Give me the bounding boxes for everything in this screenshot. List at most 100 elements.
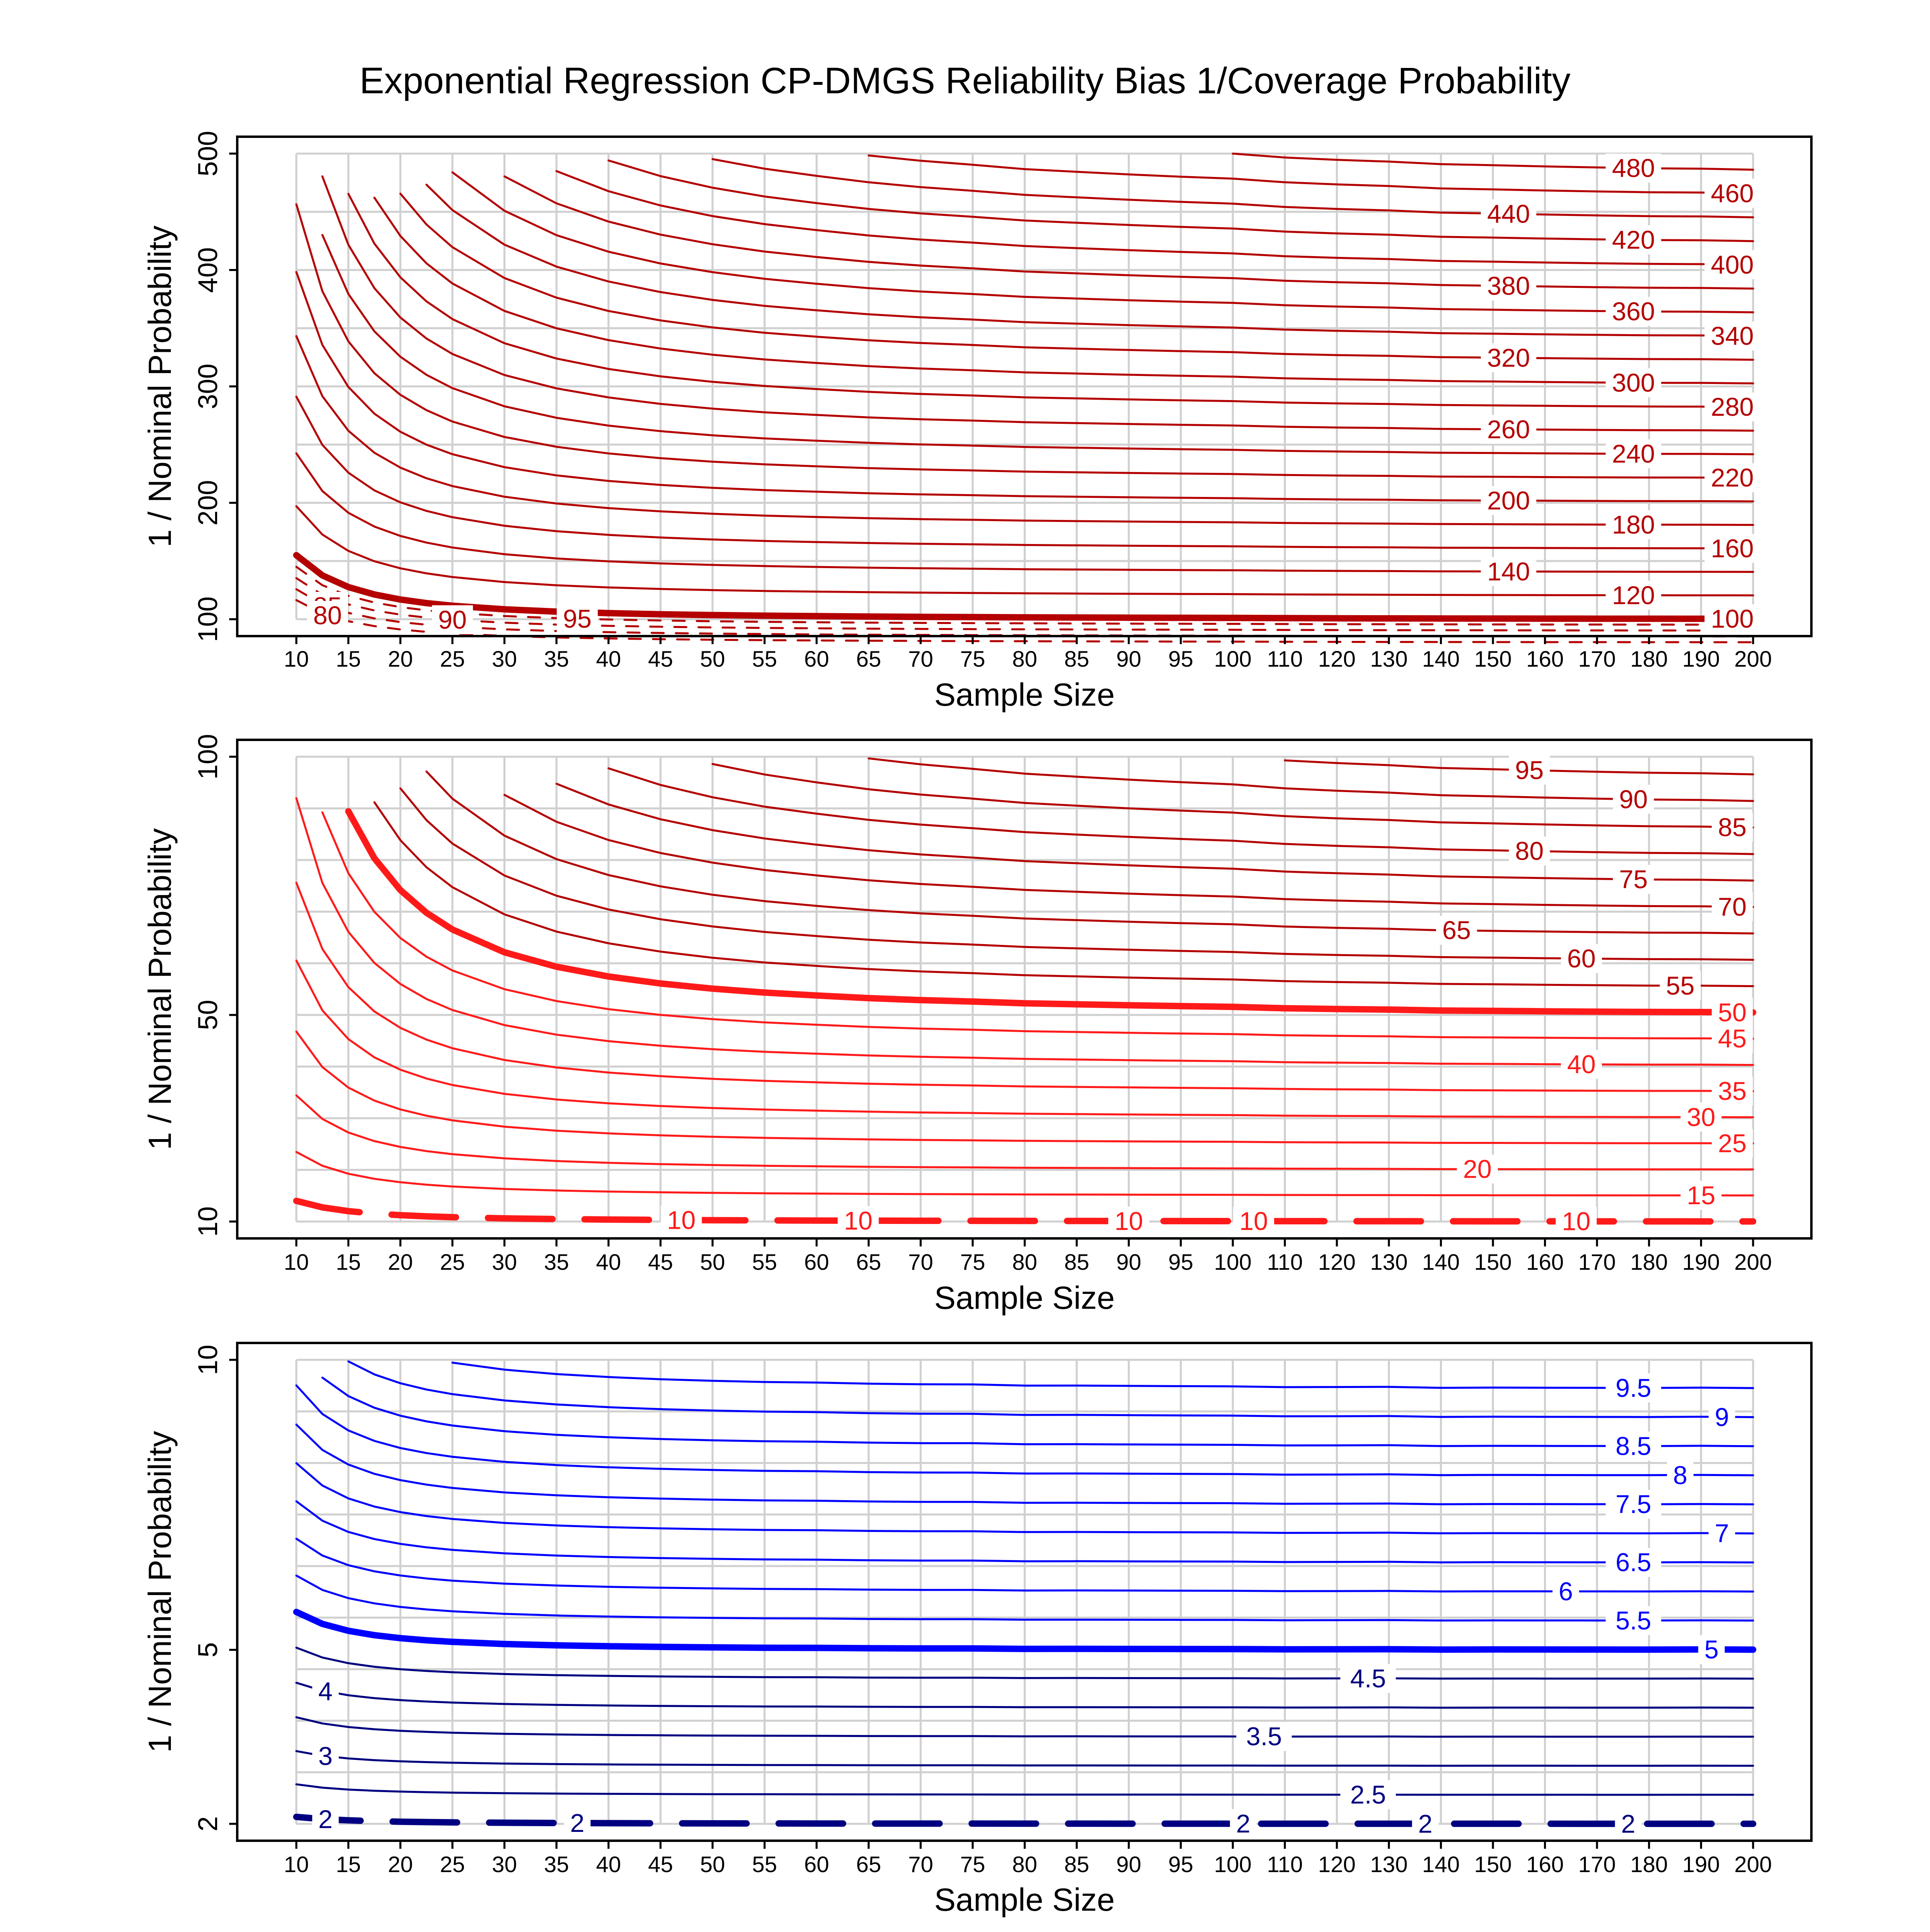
- contour-label-background: [1509, 836, 1550, 866]
- contour-label: 10: [844, 1206, 873, 1235]
- x-axis: 10 15 20 25 30 35 40 45 50 55 60 65 70 75 80 85 90 95 100 1…: [284, 636, 1772, 712]
- contour-label: 8: [1673, 1461, 1688, 1490]
- contour-label-background: [1340, 1664, 1396, 1693]
- contour-label: 95: [563, 604, 591, 633]
- contour-line-7.5: [295, 1423, 1754, 1505]
- contour-label-background: [1698, 1635, 1725, 1664]
- x-tick-label: 75: [960, 1852, 985, 1877]
- contour-line-360: [451, 171, 1754, 314]
- x-tick-label: 55: [752, 646, 777, 671]
- contour-label-background: [838, 1206, 879, 1235]
- contour-label: 340: [1711, 321, 1754, 350]
- chart-title: Exponential Regression CP-DMGS Reliabili…: [359, 60, 1571, 101]
- contour-line-180: [295, 335, 1754, 526]
- x-tick-label: 190: [1682, 646, 1720, 671]
- contour-label: 7.5: [1616, 1490, 1651, 1519]
- contour-label: 40: [1567, 1050, 1595, 1079]
- contour-label-background: [1606, 1606, 1661, 1635]
- y-axis-title: 1 / Nominal Probability: [142, 828, 178, 1150]
- contour-label: 2: [1621, 1809, 1636, 1838]
- contour-label-background: [1613, 864, 1654, 894]
- x-tick-label: 160: [1526, 646, 1564, 671]
- contour-label: 2: [570, 1809, 585, 1838]
- contour-label: 260: [1487, 415, 1530, 444]
- contour-labels: 480 460 440 420 400 380 360 340 320 300 280 260 240 2…: [307, 153, 1760, 634]
- contour-line-10: [293, 1197, 1756, 1225]
- y-axis-title: 1 / Nominal Probability: [142, 1431, 178, 1753]
- contour-labels: 9.5 9 8.5 8 7.5 7 6.5 6 5.5 5 4.5 4 3.5 3 2.5 2 2 2 2 2: [312, 1373, 1735, 1838]
- contour-label-background: [1704, 463, 1760, 493]
- panel-1: 480 460 440 420 400 380 360 340 320 300 280 260 240 2…: [142, 131, 1813, 712]
- x-tick-label: 130: [1370, 1249, 1408, 1275]
- y-tick-label: 2: [193, 1816, 223, 1831]
- contour-line-6: [295, 1538, 1754, 1593]
- contour-line-2: [293, 1813, 1756, 1827]
- contour-label-background: [1680, 1103, 1722, 1132]
- contour-label: 10: [1239, 1207, 1268, 1236]
- x-tick-label: 95: [1168, 1852, 1193, 1877]
- contour-label-background: [1480, 271, 1536, 301]
- x-tick-label: 180: [1630, 1249, 1667, 1275]
- x-tick-label: 200: [1734, 1249, 1772, 1275]
- x-tick-label: 55: [752, 1852, 777, 1877]
- x-tick-label: 170: [1578, 646, 1616, 671]
- contour-label-background: [1233, 1207, 1274, 1236]
- x-tick-label: 25: [440, 1852, 465, 1877]
- contour-label: 65: [1442, 916, 1471, 945]
- contour-label: 2: [1418, 1809, 1433, 1838]
- contour-label-background: [1704, 604, 1760, 633]
- contour-label: 8.5: [1616, 1431, 1651, 1460]
- x-tick-label: 80: [1012, 1852, 1037, 1877]
- contour-label-background: [1606, 297, 1661, 326]
- x-tick-label: 90: [1116, 1249, 1141, 1275]
- contour-line-3.5: [295, 1716, 1754, 1738]
- contour-label-background: [556, 604, 598, 633]
- contour-label: 440: [1487, 199, 1530, 228]
- contour-label-background: [1606, 1548, 1661, 1577]
- x-tick-label: 160: [1526, 1852, 1564, 1877]
- contour-label: 180: [1612, 510, 1655, 539]
- contour-line-3: [295, 1750, 1754, 1767]
- x-tick-label: 60: [804, 646, 829, 671]
- contour-label: 460: [1711, 179, 1754, 208]
- contour-label: 7: [1715, 1519, 1729, 1548]
- x-tick-label: 150: [1474, 646, 1511, 671]
- contour-label: 80: [313, 601, 342, 630]
- x-tick-label: 200: [1734, 646, 1772, 671]
- contour-label-background: [1659, 971, 1701, 1000]
- contour-line-85: [711, 763, 1754, 829]
- contour-line-420: [607, 159, 1754, 242]
- y-tick-label: 300: [193, 363, 223, 409]
- x-tick-label: 50: [700, 1249, 725, 1275]
- x-tick-label: 120: [1318, 1852, 1355, 1877]
- x-tick-label: 150: [1474, 1852, 1511, 1877]
- contour-label: 80: [1515, 837, 1544, 866]
- contour-label: 55: [1666, 971, 1694, 1000]
- contour-label: 50: [1718, 998, 1747, 1027]
- contour-line-45: [321, 811, 1754, 1040]
- contour-line-25: [295, 1031, 1754, 1145]
- contour-line-35: [295, 881, 1754, 1092]
- contour-label-background: [1606, 153, 1661, 183]
- contour-label-background: [1606, 368, 1661, 397]
- contour-label-background: [312, 1677, 339, 1706]
- x-tick-label: 180: [1630, 646, 1667, 671]
- x-tick-label: 15: [336, 1852, 361, 1877]
- contour-label-background: [1480, 557, 1536, 586]
- contour-line-15: [295, 1151, 1754, 1197]
- y-tick-label: 100: [193, 734, 223, 779]
- contour-label-background: [1704, 534, 1760, 563]
- contour-line-40: [295, 797, 1754, 1066]
- contour-label-background: [1230, 1809, 1257, 1838]
- x-tick-label: 70: [908, 646, 933, 671]
- contour-line-340: [425, 183, 1754, 337]
- contour-label-background: [1480, 486, 1536, 515]
- x-tick-label: 30: [492, 1249, 517, 1275]
- x-tick-label: 55: [752, 1249, 777, 1275]
- x-tick-label: 25: [440, 1249, 465, 1275]
- contour-lines: [293, 757, 1756, 1225]
- contour-line-95: [295, 566, 1754, 626]
- x-tick-label: 50: [700, 646, 725, 671]
- x-tick-label: 20: [388, 646, 413, 671]
